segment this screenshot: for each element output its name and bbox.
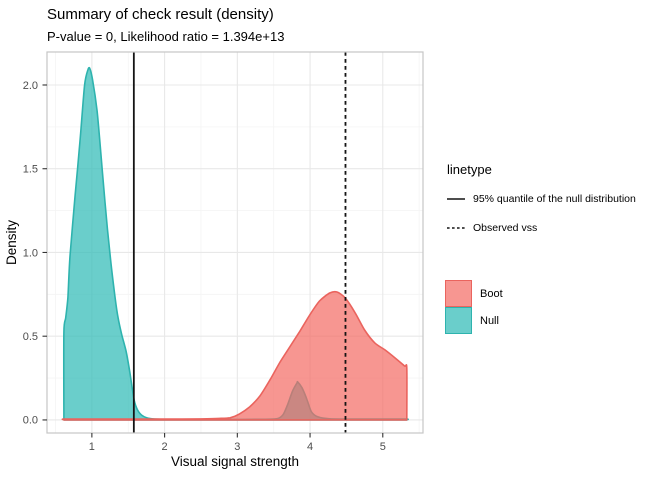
legend-item-label: Boot [480,287,503,300]
x-tick-label: 4 [307,441,313,453]
y-axis-title: Density [4,220,19,265]
legend-item-label: Observed vss [473,221,538,234]
y-tick-label: 0.0 [23,415,38,427]
solid-line-key-icon [447,197,465,200]
y-tick-label: 0.5 [23,331,38,343]
null-color-swatch [445,307,472,334]
legend-item-observed: Observed vss [447,213,667,242]
x-axis-title: Visual signal strength [171,454,299,469]
legend-item-label: Null [480,314,499,327]
legend-item-null: Null [445,307,503,334]
x-tick-label: 2 [162,441,168,453]
legend-item-label: 95% quantile of the null distribution [473,192,636,205]
x-tick-label: 3 [234,441,240,453]
plot-panel-border [46,51,424,434]
legend-linetype: linetype 95% quantile of the null distri… [447,162,667,242]
y-tick-label: 2.0 [23,80,38,92]
y-tick-label: 1.0 [23,247,38,259]
legend-item-quantile: 95% quantile of the null distribution [447,184,667,213]
boot-color-swatch [445,280,472,307]
legend-linetype-title: linetype [447,162,492,177]
dashed-line-key-icon [447,226,465,229]
chart-subtitle: P-value = 0, Likelihood ratio = 1.394e+1… [47,29,285,44]
chart-title: Summary of check result (density) [47,6,274,23]
x-tick-label: 5 [380,441,386,453]
boot-density-area [61,290,408,421]
legend-fill: Boot Null [445,280,503,334]
legend-item-boot: Boot [445,280,503,307]
x-tick-label: 1 [89,441,95,453]
y-tick-label: 1.5 [23,164,38,176]
